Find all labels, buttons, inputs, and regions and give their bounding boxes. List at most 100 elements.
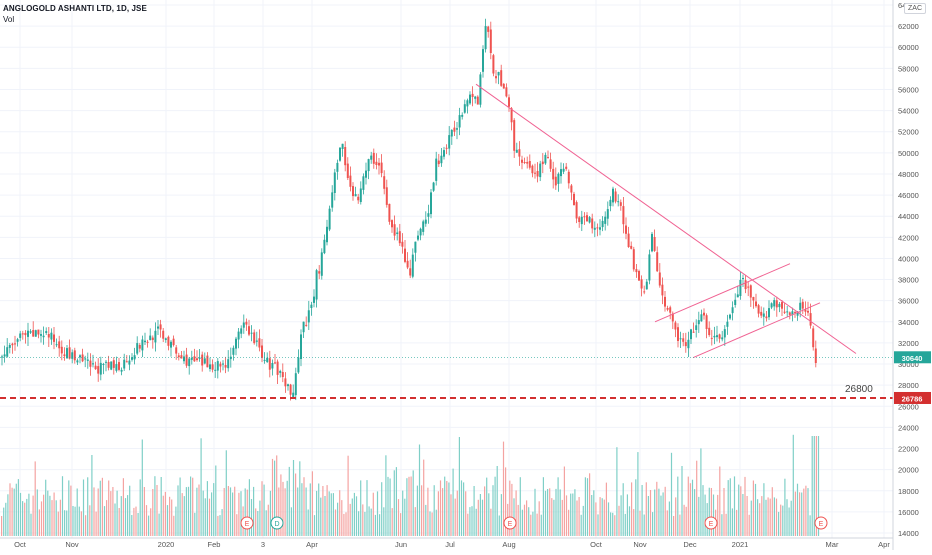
x-tick-label: Oct [14, 540, 27, 549]
volume-bar [120, 496, 122, 536]
candle-body [261, 345, 263, 358]
volume-bar [311, 471, 313, 536]
volume-bar [274, 460, 276, 536]
volume-bar [612, 512, 614, 536]
volume-bar [15, 483, 17, 536]
volume-bar [708, 487, 710, 536]
y-tick-label: 20000 [898, 466, 919, 475]
candle-body [458, 115, 461, 128]
candle-body [482, 49, 484, 72]
volume-bar [349, 503, 351, 536]
candle-body [521, 159, 523, 163]
candle-body [170, 341, 172, 348]
x-tick-label: Aug [502, 540, 515, 549]
candle-body [534, 172, 536, 174]
volume-bar [544, 490, 547, 536]
candle-body [263, 359, 266, 361]
volume-bar [259, 500, 261, 536]
candle-body [622, 206, 625, 225]
volume-bar [219, 515, 221, 536]
volume-bar [240, 491, 242, 536]
volume-bar [250, 499, 253, 536]
candle-body [471, 93, 474, 97]
volume-bar [402, 490, 404, 536]
volume-bar [282, 481, 284, 536]
volume-bar [343, 513, 345, 536]
volume-bar [13, 488, 15, 536]
volume-bar [181, 493, 183, 536]
volume-bar [345, 512, 347, 536]
volume-bar [521, 509, 523, 536]
volume-bar [162, 495, 164, 536]
candle-body [6, 347, 9, 357]
volume-bar [530, 514, 532, 536]
volume-bar [301, 483, 303, 536]
volume-bar [406, 478, 408, 536]
volume-bar [586, 478, 589, 536]
volume-bar [383, 507, 385, 536]
volume-bar [3, 507, 5, 536]
candle-body [255, 340, 258, 342]
candle-body [723, 329, 726, 338]
candle-body [352, 186, 354, 197]
candle-body [752, 297, 755, 301]
volume-bar [320, 497, 322, 536]
volume-bar [725, 513, 727, 536]
volume-bar [389, 478, 391, 536]
candle-body [736, 294, 739, 298]
volume-bar [750, 500, 752, 536]
volume-bar [616, 447, 618, 536]
candle-body [365, 170, 367, 178]
volume-bar [540, 514, 542, 536]
volume-bar [643, 514, 645, 536]
candle-body [68, 347, 71, 359]
candle-body [84, 358, 87, 360]
candle-body [164, 338, 167, 340]
volume-bar [148, 515, 150, 536]
volume-bar [704, 494, 706, 536]
volume-bar [106, 500, 108, 536]
candle-body [476, 96, 479, 105]
volume-bar [173, 515, 175, 536]
volume-bar [93, 487, 95, 536]
volume-bar [355, 496, 358, 536]
volume-bar [576, 500, 578, 536]
volume-bar [660, 495, 662, 536]
volume-bar [156, 485, 158, 536]
candle-body [547, 157, 549, 159]
volume-bar [599, 497, 601, 536]
volume-bar [213, 483, 215, 536]
candle-body [404, 248, 406, 262]
volume-bar [326, 485, 328, 536]
volume-bar [549, 488, 551, 536]
volume-bar [47, 490, 49, 536]
candle-body [349, 175, 352, 187]
candle-body [596, 227, 599, 229]
candle-body [651, 233, 653, 252]
volume-bar [412, 470, 414, 536]
candle-body [297, 357, 300, 373]
candle-body [331, 192, 334, 208]
volume-bar [427, 487, 429, 536]
candle-body [162, 330, 165, 339]
candle-body [276, 361, 279, 375]
volume-bar [555, 488, 557, 536]
volume-bar [358, 511, 360, 536]
volume-bar [452, 468, 454, 536]
volume-bar [666, 510, 668, 536]
currency-badge[interactable]: ZAC [904, 3, 926, 14]
volume-bar [557, 477, 559, 536]
volume-bar [332, 493, 334, 536]
candle-body [721, 337, 724, 340]
volume-bar [89, 505, 91, 536]
candle-body [744, 280, 747, 290]
candle-body [167, 336, 170, 346]
volume-bar [55, 500, 57, 536]
candle-body [612, 188, 614, 203]
candle-body [794, 311, 796, 313]
volume-bar [248, 479, 250, 536]
candle-body [24, 332, 27, 336]
candle-body [287, 384, 289, 387]
